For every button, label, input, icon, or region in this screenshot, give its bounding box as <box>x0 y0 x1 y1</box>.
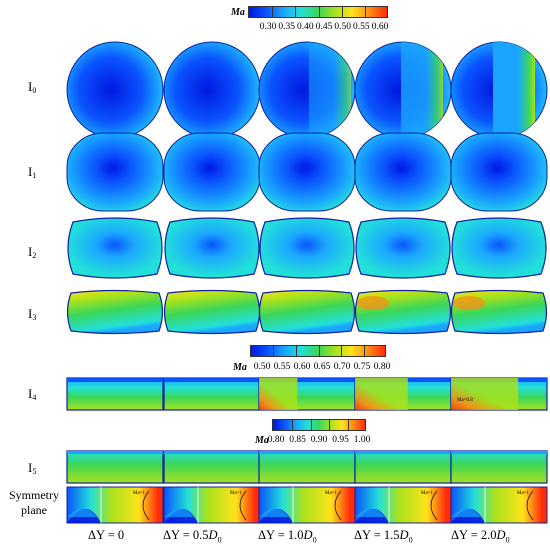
colorbar-1-label: Ma <box>231 7 245 18</box>
colorbar-3-tick: 0.90 <box>310 435 328 445</box>
plot-i3-1 <box>163 289 261 335</box>
plot-i3-0 <box>66 289 164 335</box>
plot-i5-0 <box>66 450 164 484</box>
plot-i1-2 <box>258 132 356 212</box>
colorbar-1-tick: 0.40 <box>297 22 314 32</box>
column-label-2: ΔY = 1.0D0 <box>258 528 317 545</box>
colorbar-3-tick: 1.00 <box>353 435 371 445</box>
plot-i1-0 <box>66 132 164 212</box>
annotation-ma-1: Ma=1 <box>325 491 337 496</box>
colorbar-2-tick: 0.80 <box>373 362 391 372</box>
colorbar-3 <box>272 419 366 431</box>
annotation-ma-1: Ma=1 <box>133 491 145 496</box>
colorbar-1-tick: 0.45 <box>315 22 333 32</box>
colorbar-2-tick: 0.60 <box>293 362 311 372</box>
colorbar-2-tick: 0.65 <box>313 362 331 372</box>
colorbar-2 <box>250 345 386 357</box>
plot-i2-0 <box>67 217 163 279</box>
symmetry-plane-label: Symmetry plane <box>9 488 59 517</box>
plot-i2-1 <box>164 217 260 279</box>
row-label-i3: I3 <box>28 306 37 322</box>
row-label-i0: I0 <box>28 79 37 95</box>
plot-i5-3 <box>354 450 452 484</box>
plot-i5-1 <box>163 450 261 484</box>
plot-i0-0 <box>66 41 164 139</box>
plot-i0-1 <box>163 41 261 139</box>
colorbar-1-tick: 0.35 <box>278 22 295 32</box>
colorbar-2-tick: 0.75 <box>353 362 371 372</box>
plot-i4-0 <box>66 377 164 411</box>
column-label-0: ΔY = 0 <box>88 528 125 542</box>
annotation-ma-08: Ma=0.8 <box>457 398 473 403</box>
row-label-i4: I4 <box>28 386 37 402</box>
colorbar-3-tick: 0.85 <box>289 435 306 445</box>
row-label-i2: I2 <box>28 244 37 260</box>
colorbar-3-tick: 0.95 <box>332 435 349 445</box>
colorbar-2-tick: 0.70 <box>333 362 351 372</box>
column-label-4: ΔY = 2.0D0 <box>451 528 510 545</box>
column-label-3: ΔY = 1.5D0 <box>354 528 413 545</box>
column-label-1: ΔY = 0.5D0 <box>163 528 222 545</box>
plot-i2-2 <box>259 217 355 279</box>
row-label-i1: I1 <box>28 164 37 180</box>
plot-i2-3 <box>355 217 451 279</box>
colorbar-2-tick: 0.50 <box>253 362 271 372</box>
plot-i4-1 <box>163 377 261 411</box>
plot-i2-4 <box>451 217 547 279</box>
annotation-ma-1: Ma=1 <box>517 491 529 496</box>
plot-i5-4 <box>450 450 548 484</box>
colorbar-2-tick: 0.55 <box>273 362 291 372</box>
plot-i5-2 <box>258 450 356 484</box>
plot-i3-2 <box>258 289 356 335</box>
plot-i1-4 <box>450 132 548 212</box>
annotation-ma-1: Ma=1 <box>421 491 433 496</box>
colorbar-1-tick: 0.60 <box>371 22 389 32</box>
annotation-ma-1: Ma=1 <box>230 491 242 496</box>
colorbar-1-tick: 0.55 <box>353 22 370 32</box>
row-label-i5: I5 <box>28 460 37 476</box>
colorbar-3-tick: 0.80 <box>267 435 285 445</box>
colorbar-1 <box>248 6 388 18</box>
plot-i1-3 <box>354 132 452 212</box>
colorbar-3-label: Ma <box>255 435 269 446</box>
colorbar-1-tick: 0.50 <box>334 22 351 32</box>
colorbar-2-label: Ma <box>233 362 247 373</box>
colorbar-1-tick: 0.30 <box>259 22 277 32</box>
plot-i1-1 <box>163 132 261 212</box>
